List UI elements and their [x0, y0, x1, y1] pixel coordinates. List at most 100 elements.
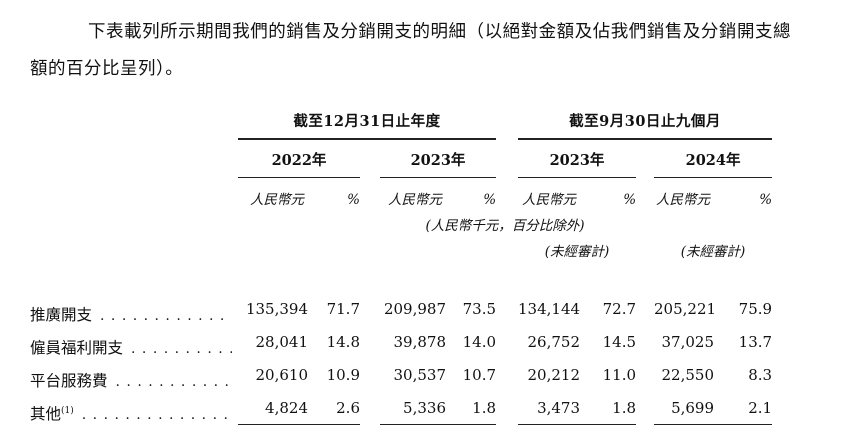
cell-value: 5,336 — [380, 391, 446, 425]
column-spacer — [496, 391, 518, 424]
cell-value: 1.8 — [446, 391, 497, 425]
column-spacer — [360, 391, 380, 424]
cell-value: 135,394 — [245, 300, 308, 318]
row-label: 其他(1) — [30, 391, 238, 424]
subheader-percent: % — [483, 192, 497, 208]
cell-value: 72.7 — [602, 300, 637, 318]
cell-value: 10.7 — [462, 366, 497, 384]
dot-leader — [116, 372, 232, 390]
empty-cell — [30, 110, 238, 139]
cell-value: 14.5 — [602, 333, 637, 351]
cell-value: 20,212 — [527, 366, 581, 384]
row-label-text: 推廣開支 — [30, 306, 93, 324]
cell-value: 2.1 — [714, 391, 773, 425]
group-header-annual: 截至12月31日止年度 — [238, 110, 497, 140]
subheader-percent: % — [759, 192, 773, 208]
column-spacer — [496, 178, 518, 209]
column-spacer — [636, 234, 654, 260]
cell-value: 205,221 — [654, 300, 717, 318]
column-spacer — [636, 325, 654, 358]
cell-value: 73.5 — [462, 300, 497, 318]
column-spacer — [636, 292, 654, 325]
subheader-amount: 人民幣元 — [656, 192, 711, 208]
column-spacer — [360, 424, 380, 440]
column-spacer — [360, 292, 380, 325]
empty-cell — [30, 234, 238, 260]
total-value: 188,869 — [238, 424, 308, 440]
year-header-2023-9m: 2023年 — [518, 139, 637, 178]
cell-value: 71.7 — [326, 300, 360, 318]
document-page: 下表載列所示期間我們的銷售及分銷開支的明細（以絕對金額及佔我們銷售及分銷開支總額… — [0, 14, 843, 440]
cell-value: 134,144 — [518, 300, 581, 318]
year-header-2022: 2022年 — [238, 139, 360, 178]
footnote-marker: (1) — [61, 405, 74, 416]
column-spacer — [496, 110, 518, 139]
column-spacer — [496, 292, 518, 325]
unit-note-row: (人民幣千元，百分比除外) — [30, 208, 772, 234]
cell-value: 28,041 — [255, 333, 309, 351]
unaudited-note-row: (未經審計) (未經審計) — [30, 234, 772, 260]
column-spacer — [636, 178, 654, 209]
row-label: 推廣開支 — [30, 292, 238, 325]
column-spacer — [360, 358, 380, 391]
unaudited-note: (未經審計) — [544, 244, 610, 260]
unaudited-note: (未經審計) — [680, 244, 746, 260]
column-spacer — [360, 325, 380, 358]
empty-cell — [30, 260, 772, 292]
cell-value: 1.8 — [580, 391, 637, 425]
total-value: 100.0 — [580, 424, 637, 440]
cell-value: 4,824 — [238, 391, 308, 425]
cell-value: 20,610 — [255, 366, 309, 384]
cell-value: 75.9 — [738, 300, 773, 318]
column-spacer — [496, 234, 518, 260]
row-label: 總計 — [30, 424, 238, 440]
row-label: 平台服務費 — [30, 358, 238, 391]
total-value: 285,738 — [380, 424, 448, 440]
table-row-others: 其他(1) 4,824 2.6 5,336 1.8 3,473 1.8 5,69… — [30, 391, 773, 425]
dot-leader — [131, 339, 232, 357]
cell-value: 14.8 — [326, 333, 360, 351]
row-label-text: 其他(1) — [30, 405, 74, 423]
cell-value: 8.3 — [748, 366, 773, 384]
cell-value: 13.7 — [738, 333, 773, 351]
spacer-row — [30, 260, 772, 292]
table-row-platform-service-fees: 平台服務費 20,610 10.9 30,537 10.7 20,212 11.… — [30, 358, 772, 391]
subheader-amount: 人民幣元 — [522, 192, 577, 208]
year-header-row: 2022年 2023年 2023年 2024年 — [30, 139, 773, 178]
column-spacer — [360, 139, 380, 178]
column-spacer — [360, 178, 380, 209]
subheader-percent: % — [347, 192, 360, 208]
cell-value: 209,987 — [383, 300, 446, 318]
column-spacer — [636, 139, 654, 178]
column-spacer — [496, 424, 518, 440]
empty-cell — [238, 234, 496, 260]
cell-value: 14.0 — [462, 333, 497, 351]
expenses-table: 截至12月31日止年度 截至9月30日止九個月 2022年 2023年 2023… — [30, 110, 773, 440]
cell-value: 11.0 — [602, 366, 637, 384]
total-value: 184,581 — [518, 424, 586, 440]
cell-value: 2.6 — [308, 391, 360, 425]
cell-value: 30,537 — [393, 366, 447, 384]
empty-cell — [30, 178, 238, 209]
table-row-promotion: 推廣開支 135,394 71.7 209,987 73.5 134,144 7… — [30, 292, 772, 325]
cell-value: 37,025 — [661, 333, 715, 351]
row-label: 僱員福利開支 — [30, 325, 238, 358]
year-header-2024: 2024年 — [654, 139, 773, 178]
year-header-2023: 2023年 — [380, 139, 497, 178]
cell-value: 39,878 — [393, 333, 447, 351]
total-value: 270,495 — [654, 424, 722, 440]
column-spacer — [496, 139, 518, 178]
column-spacer — [636, 358, 654, 391]
table-row-total: 總計 188,869 100.0 285,738 100.0 184,581 1… — [30, 424, 773, 440]
total-value: 100.0 — [714, 424, 773, 440]
row-label-text: 平台服務費 — [30, 372, 108, 390]
intro-paragraph: 下表載列所示期間我們的銷售及分銷開支的明細（以絕對金額及佔我們銷售及分銷開支總額… — [30, 22, 791, 79]
empty-cell — [30, 208, 238, 234]
subheader-amount: 人民幣元 — [388, 192, 442, 208]
subheader-percent: % — [623, 192, 637, 208]
dot-leader — [82, 405, 232, 423]
dot-leader — [100, 306, 232, 324]
empty-cell — [30, 139, 238, 178]
group-header-nine-months: 截至9月30日止九個月 — [518, 110, 773, 140]
total-value: 100.0 — [308, 424, 360, 440]
